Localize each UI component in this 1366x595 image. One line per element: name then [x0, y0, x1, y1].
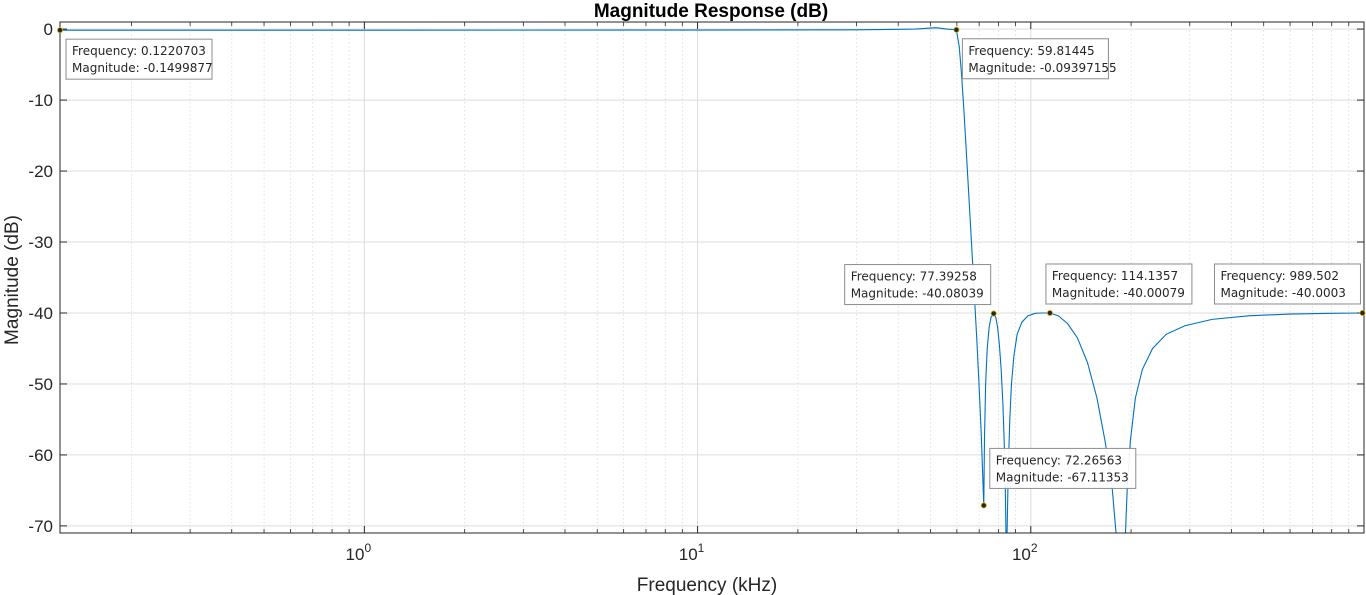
datatip[interactable]: Frequency: 114.1357 Magnitude: -40.00079 [1045, 263, 1193, 316]
y-tick-labels: 0 -10 -20 -30 -40 -50 -60 -70 [28, 20, 53, 536]
datatip-magnitude: Magnitude: -67.11353 [996, 470, 1129, 484]
datatip-box [844, 264, 992, 306]
chart-title: Magnitude Response (dB) [594, 1, 828, 22]
datatip-magnitude: Magnitude: -40.08039 [851, 287, 984, 301]
datatip-frequency: Frequency: 989.502 [1220, 269, 1339, 283]
datatips: Frequency: 0.1220703 Magnitude: -0.149987… [57, 26, 1366, 509]
datatip-marker[interactable] [1359, 309, 1366, 316]
y-tick-label: -40 [28, 304, 53, 323]
datatip-marker[interactable] [980, 502, 987, 509]
y-tick-label: -20 [28, 162, 53, 181]
y-tick-label: -50 [28, 375, 53, 394]
datatip-frequency: Frequency: 77.39258 [851, 270, 977, 284]
datatip-frequency: Frequency: 0.1220703 [72, 44, 206, 58]
datatip-box [65, 38, 213, 80]
y-tick-label: -60 [28, 446, 53, 465]
datatip[interactable]: Frequency: 989.502 Magnitude: -40.0003 [1213, 263, 1366, 316]
datatip-magnitude: Magnitude: -40.00079 [1052, 286, 1185, 300]
y-axis-title: Magnitude (dB) [2, 215, 23, 345]
datatip-marker[interactable] [1046, 309, 1053, 316]
x-tick-label: 101 [679, 541, 705, 564]
datatip[interactable]: Frequency: 59.81445 Magnitude: -0.0939715… [953, 26, 1117, 80]
datatip[interactable]: Frequency: 0.1220703 Magnitude: -0.149987… [57, 27, 213, 80]
datatip-frequency: Frequency: 59.81445 [968, 44, 1094, 58]
datatip[interactable]: Frequency: 77.39258 Magnitude: -40.08039 [844, 264, 997, 317]
x-tick-labels: 100 101 102 [346, 541, 1038, 564]
datatip-box [989, 447, 1137, 489]
datatip[interactable]: Frequency: 72.26563 Magnitude: -67.11353 [980, 447, 1137, 509]
datatip-frequency: Frequency: 72.26563 [996, 453, 1122, 467]
datatip-box [1045, 263, 1193, 305]
x-tick-label: 100 [346, 541, 372, 564]
x-tick-label: 102 [1012, 541, 1038, 564]
datatip-marker[interactable] [990, 310, 997, 317]
y-tick-label: -10 [28, 91, 53, 110]
datatip-marker[interactable] [57, 27, 64, 34]
x-axis-title: Frequency (kHz) [637, 575, 777, 595]
y-tick-label: -30 [28, 233, 53, 252]
y-tick-label: -70 [28, 517, 53, 536]
axis-ticks [60, 22, 1364, 533]
minor-grid [131, 22, 1350, 533]
datatip-magnitude: Magnitude: -0.1499877 [72, 61, 213, 75]
datatip-marker[interactable] [953, 26, 960, 33]
major-grid [60, 22, 1364, 533]
datatip-frequency: Frequency: 114.1357 [1052, 269, 1178, 283]
datatip-box [1213, 263, 1361, 305]
y-tick-label: 0 [44, 20, 53, 39]
datatip-box [961, 38, 1109, 80]
datatip-magnitude: Magnitude: -40.0003 [1220, 286, 1345, 300]
datatip-magnitude: Magnitude: -0.09397155 [968, 61, 1116, 75]
plot-frame [59, 21, 1365, 534]
